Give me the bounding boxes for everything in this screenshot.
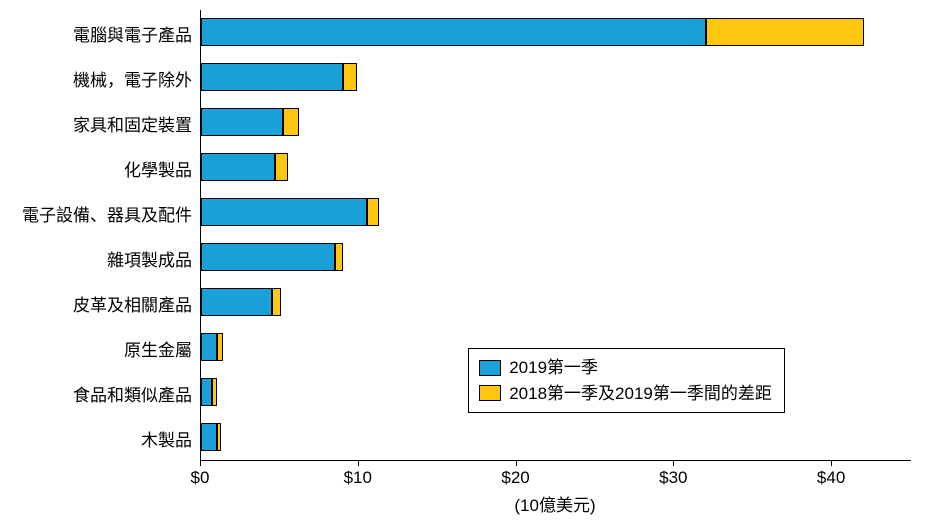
bar-segment-series0 xyxy=(201,153,275,181)
y-axis-label: 原生金屬 xyxy=(124,336,192,361)
bar-segment-series0 xyxy=(201,333,217,361)
y-axis-label: 食品和類似產品 xyxy=(73,381,192,406)
bar-segment-series0 xyxy=(201,198,367,226)
y-axis-label: 家具和固定裝置 xyxy=(73,111,192,136)
x-axis-tick-label: $20 xyxy=(501,468,529,488)
legend-item: 2019第一季 xyxy=(479,355,772,381)
x-axis-tick xyxy=(516,460,517,466)
bar-segment-series1 xyxy=(275,153,288,181)
x-axis-tick-label: $10 xyxy=(344,468,372,488)
y-axis-label: 木製品 xyxy=(141,426,192,451)
legend-label: 2018第一季及2019第一季間的差距 xyxy=(509,381,772,407)
legend-swatch xyxy=(479,360,501,376)
bar-segment-series1 xyxy=(706,18,864,46)
bar-segment-series0 xyxy=(201,378,212,406)
legend-swatch xyxy=(479,385,501,401)
bar-segment-series1 xyxy=(283,108,299,136)
bar-segment-series1 xyxy=(217,423,222,451)
x-axis-tick-label: $40 xyxy=(817,468,845,488)
legend-item: 2018第一季及2019第一季間的差距 xyxy=(479,381,772,407)
y-axis-label: 皮革及相關產品 xyxy=(73,291,192,316)
bar-segment-series1 xyxy=(367,198,380,226)
x-axis-tick-label: $0 xyxy=(191,468,210,488)
bar-segment-series1 xyxy=(335,243,343,271)
y-axis-label: 雜項製成品 xyxy=(107,246,192,271)
x-axis-title: (10億美元) xyxy=(514,491,595,516)
bar-segment-series0 xyxy=(201,108,283,136)
x-axis-tick xyxy=(200,460,201,466)
legend: 2019第一季2018第一季及2019第一季間的差距 xyxy=(468,348,785,413)
x-axis-tick xyxy=(673,460,674,466)
bar-segment-series0 xyxy=(201,63,343,91)
x-axis-tick xyxy=(358,460,359,466)
x-axis-tick xyxy=(831,460,832,466)
bar-segment-series1 xyxy=(217,333,223,361)
y-axis-label: 電子設備、器具及配件 xyxy=(22,201,192,226)
bar-segment-series1 xyxy=(272,288,281,316)
x-axis-tick-label: $30 xyxy=(659,468,687,488)
bar-segment-series1 xyxy=(343,63,357,91)
bar-segment-series0 xyxy=(201,243,335,271)
chart-container: 電腦與電子產品機械，電子除外家具和固定裝置化學製品電子設備、器具及配件雜項製成品… xyxy=(0,0,928,523)
legend-label: 2019第一季 xyxy=(509,355,598,381)
y-axis-label: 電腦與電子產品 xyxy=(73,21,192,46)
bar-segment-series0 xyxy=(201,423,217,451)
bar-segment-series0 xyxy=(201,288,272,316)
bar-segment-series0 xyxy=(201,18,706,46)
y-axis-label: 化學製品 xyxy=(124,156,192,181)
y-axis-label: 機械，電子除外 xyxy=(73,66,192,91)
bar-segment-series1 xyxy=(212,378,217,406)
